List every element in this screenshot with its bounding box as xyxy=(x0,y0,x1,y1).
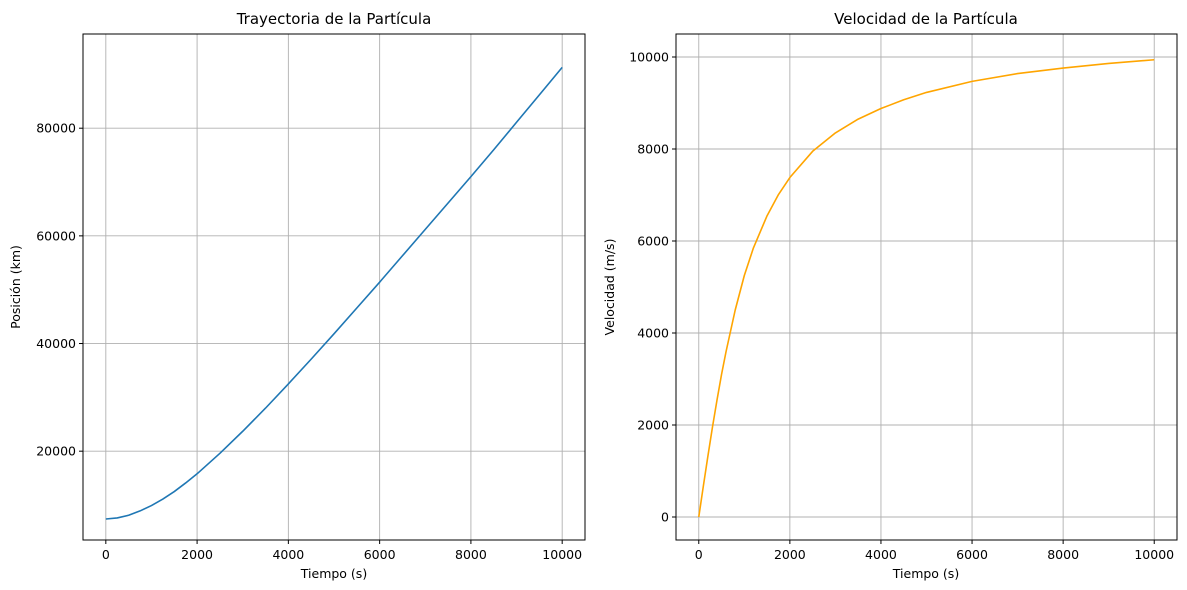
position-xtick-label: 4000 xyxy=(272,547,304,562)
velocity-xtick-label: 8000 xyxy=(1047,547,1079,562)
position-ticks: 0 2000 4000 6000 8000 10000 20000 40000 60000 800… xyxy=(36,121,582,562)
velocity-series-line xyxy=(697,58,1155,518)
velocity-xtick-label: 10000 xyxy=(1134,547,1174,562)
position-xtick-label: 10000 xyxy=(542,547,582,562)
velocity-ticks: 0 2000 4000 6000 8000 10000 0 2000 4000 6000 8000 1… xyxy=(629,50,1174,563)
position-grid xyxy=(83,34,585,540)
velocity-xtick-label: 4000 xyxy=(865,547,897,562)
velocity-ytick-label: 10000 xyxy=(629,50,669,65)
position-xtick-label: 6000 xyxy=(364,547,396,562)
position-ytick-label: 40000 xyxy=(36,336,76,351)
velocity-xtick-label: 0 xyxy=(695,547,703,562)
position-xtick-label: 0 xyxy=(102,547,110,562)
velocity-chart-title: Velocidad de la Partícula xyxy=(834,10,1018,28)
position-lines xyxy=(105,66,563,520)
velocity-lines xyxy=(697,58,1155,518)
velocity-ytick-label: 0 xyxy=(661,510,669,525)
velocity-ytick-label: 2000 xyxy=(637,418,669,433)
position-xtick-label: 8000 xyxy=(455,547,487,562)
position-xlabel: Tiempo (s) xyxy=(300,566,367,581)
position-chart: Trayectoria de la Partícula 0 2000 4000 600… xyxy=(8,10,586,581)
position-ytick-label: 20000 xyxy=(36,444,76,459)
velocity-plot-frame xyxy=(675,33,1178,541)
position-series-line xyxy=(105,66,563,520)
velocity-chart: Velocidad de la Partícula 0 2000 4000 6000 8… xyxy=(602,10,1178,581)
velocity-xtick-label: 2000 xyxy=(774,547,806,562)
velocity-grid xyxy=(676,34,1177,540)
position-ytick-label: 80000 xyxy=(36,121,76,136)
position-ytick-label: 60000 xyxy=(36,228,76,243)
position-chart-title: Trayectoria de la Partícula xyxy=(236,10,432,28)
velocity-xlabel: Tiempo (s) xyxy=(892,566,959,581)
velocity-ytick-label: 4000 xyxy=(637,326,669,341)
velocity-ylabel: Velocidad (m/s) xyxy=(602,239,617,336)
velocity-xtick-label: 6000 xyxy=(956,547,988,562)
position-plot-frame xyxy=(82,33,586,541)
velocity-ytick-label: 6000 xyxy=(637,234,669,249)
position-xtick-label: 2000 xyxy=(181,547,213,562)
position-ylabel: Posición (km) xyxy=(8,245,23,329)
velocity-ytick-label: 8000 xyxy=(637,142,669,157)
